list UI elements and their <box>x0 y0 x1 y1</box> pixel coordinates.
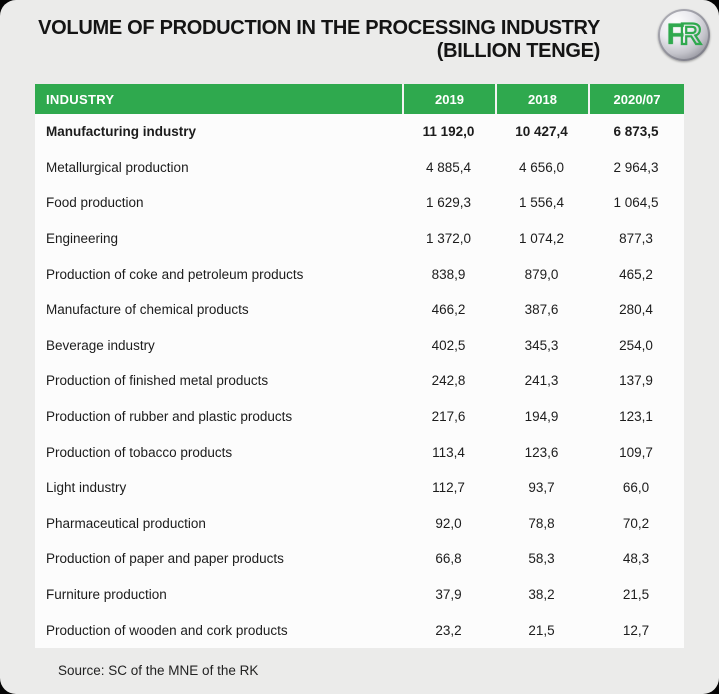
source-note: Source: SC of the MNE of the RK <box>58 663 259 678</box>
row-industry-label: Light industry <box>46 480 127 496</box>
row-industry-label: Production of tobacco products <box>46 444 233 460</box>
table-row: Food production 1 629,3 1 556,4 1 064,5 <box>35 185 684 221</box>
cell-2020-07: 137,9 <box>619 373 653 389</box>
row-industry-label: Production of wooden and cork products <box>46 622 288 638</box>
logo-letter-f: F <box>666 18 685 51</box>
cell-2018: 241,3 <box>524 373 559 389</box>
cell-2018: 10 427,4 <box>515 124 568 140</box>
logo-letter-r: R <box>679 18 703 51</box>
row-industry-label: Manufacture of chemical products <box>46 302 249 318</box>
table-row: Metallurgical production 4 885,4 4 656,0 2 … <box>35 150 684 186</box>
page-title-line2: (BILLION TENGE) <box>436 40 601 62</box>
cell-2019: 92,0 <box>435 515 462 531</box>
cell-2018: 58,3 <box>528 551 555 567</box>
cell-2019: 1 372,0 <box>425 231 472 247</box>
row-industry-label: Production of coke and petroleum product… <box>46 266 304 282</box>
cell-2020-07: 877,3 <box>619 231 653 247</box>
table-row: Light industry 112,7 93,7 66,0 <box>35 470 684 506</box>
cell-2019: 466,2 <box>431 302 466 318</box>
cell-2020-07: 280,4 <box>619 302 653 318</box>
cell-2020-07: 66,0 <box>622 480 650 496</box>
cell-2018: 345,3 <box>524 337 559 353</box>
cell-2018: 123,6 <box>524 444 559 460</box>
table-row: Production of rubber and plastic product… <box>35 399 684 435</box>
cell-2019: 112,7 <box>432 480 465 496</box>
row-industry-label: Food production <box>46 195 144 211</box>
cell-2019: 11 192,0 <box>422 124 475 140</box>
row-industry-label: Beverage industry <box>46 337 155 353</box>
cell-2020-07: 12,7 <box>622 622 650 638</box>
table-row: Engineering 1 372,0 1 074,2 877,3 <box>35 221 684 257</box>
cell-2018: 387,6 <box>524 302 559 318</box>
cell-2019: 1 629,3 <box>425 195 472 211</box>
table-row: Manufacture of chemical products 466,2 387… <box>35 292 684 328</box>
cell-2019: 838,9 <box>431 266 466 282</box>
cell-2019: 217,6 <box>431 409 466 425</box>
cell-2019: 4 885,4 <box>425 159 472 175</box>
table-row: Production of wooden and cork products 23… <box>35 612 684 648</box>
column-header-industry: INDUSTRY <box>46 91 115 107</box>
row-industry-label: Production of paper and paper products <box>46 551 284 567</box>
cell-2018: 93,7 <box>528 480 555 496</box>
cell-2020-07: 254,0 <box>619 337 653 353</box>
row-industry-label: Metallurgical production <box>46 159 189 175</box>
cell-2019: 402,5 <box>431 337 466 353</box>
table-row: Production of finished metal products 242… <box>35 363 684 399</box>
table-header-row: INDUSTRY 2019 2018 2020/07 <box>35 84 684 114</box>
cell-2020-07: 109,7 <box>619 444 653 460</box>
cell-2020-07: 465,2 <box>619 266 653 282</box>
table-body: Manufacturing industry 11 192,0 10 427,4 6 … <box>35 114 684 648</box>
cell-2018: 879,0 <box>524 266 559 282</box>
table-row: Production of tobacco products 113,4 123,6… <box>35 434 684 470</box>
page-title: VOLUME OF PRODUCTION IN THE PROCESSING I… <box>38 17 600 63</box>
cell-2018: 38,2 <box>528 587 555 603</box>
cell-2018: 1 556,4 <box>518 195 565 211</box>
cell-2019: 242,8 <box>431 373 466 389</box>
row-industry-label: Production of rubber and plastic product… <box>46 409 293 425</box>
cell-2020-07: 1 064,5 <box>613 195 659 211</box>
cell-2020-07: 70,2 <box>622 515 650 531</box>
cell-2018: 4 656,0 <box>518 159 565 175</box>
cell-2018: 194,9 <box>524 409 559 425</box>
row-industry-label: Pharmaceutical production <box>46 515 206 531</box>
cell-2020-07: 21,5 <box>622 587 650 603</box>
cell-2019: 66,8 <box>435 551 462 567</box>
table-row: Production of paper and paper products 66… <box>35 541 684 577</box>
table-row: Pharmaceutical production 92,0 78,8 70,2 <box>35 506 684 542</box>
cell-2019: 113,4 <box>432 444 465 460</box>
table-row: Manufacturing industry 11 192,0 10 427,4 6 … <box>35 114 684 150</box>
cell-2019: 23,2 <box>435 622 462 638</box>
table-row: Beverage industry 402,5 345,3 254,0 <box>35 328 684 364</box>
page-title-line1: VOLUME OF PRODUCTION IN THE PROCESSING I… <box>38 17 600 39</box>
row-industry-label: Furniture production <box>46 587 167 603</box>
cell-2020-07: 2 964,3 <box>613 159 659 175</box>
column-header-2018: 2018 <box>495 84 588 114</box>
column-header-2020-07: 2020/07 <box>588 84 684 114</box>
table-row: Furniture production 37,9 38,2 21,5 <box>35 577 684 613</box>
fr-logo-icon: F R <box>658 9 710 61</box>
column-header-2019: 2019 <box>402 84 495 114</box>
cell-2019: 37,9 <box>435 587 462 603</box>
table-row: Production of coke and petroleum product… <box>35 256 684 292</box>
cell-2020-07: 48,3 <box>622 551 650 567</box>
cell-2018: 78,8 <box>528 515 555 531</box>
cell-2018: 1 074,2 <box>518 231 565 247</box>
cell-2020-07: 123,1 <box>619 409 653 425</box>
row-industry-label: Engineering <box>46 231 119 247</box>
production-table: INDUSTRY 2019 2018 2020/07 Manufacturing… <box>35 84 684 648</box>
row-industry-label: Production of finished metal products <box>46 373 269 389</box>
cell-2020-07: 6 873,5 <box>613 124 659 140</box>
cell-2018: 21,5 <box>528 622 555 638</box>
row-industry-label: Manufacturing industry <box>46 124 197 140</box>
